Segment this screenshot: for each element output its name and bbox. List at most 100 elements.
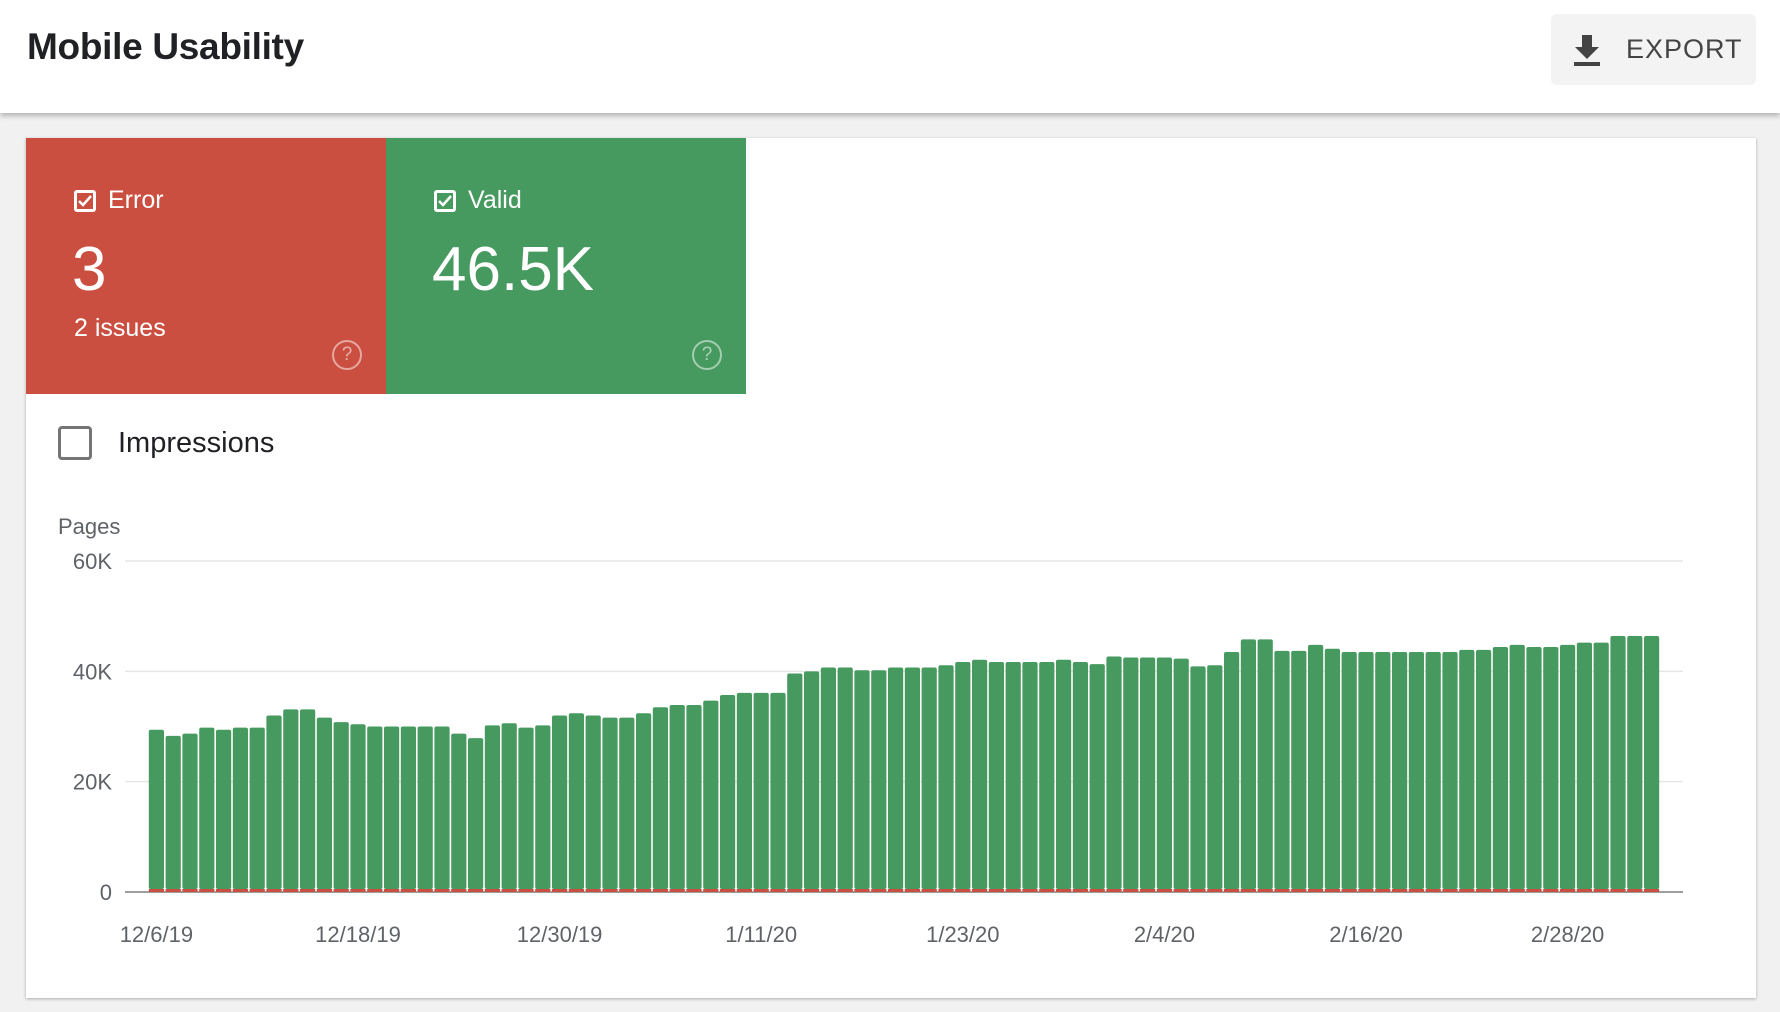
bar-error[interactable]: [1291, 889, 1307, 892]
bar-error[interactable]: [585, 889, 601, 892]
bar-error[interactable]: [518, 889, 534, 892]
bar-error[interactable]: [1039, 889, 1055, 892]
bar-valid[interactable]: [468, 738, 484, 889]
bar-error[interactable]: [384, 889, 400, 892]
bar-valid[interactable]: [938, 665, 954, 889]
bar-valid[interactable]: [232, 727, 248, 889]
bar-error[interactable]: [1341, 889, 1357, 892]
bar-error[interactable]: [1576, 889, 1592, 892]
bar-valid[interactable]: [501, 723, 517, 889]
bar-valid[interactable]: [669, 704, 685, 889]
bar-valid[interactable]: [1459, 649, 1475, 889]
valid-tile[interactable]: Valid 46.5K ?: [386, 138, 746, 394]
bar-error[interactable]: [770, 889, 786, 892]
bar-valid[interactable]: [367, 726, 383, 890]
bar-error[interactable]: [1543, 889, 1559, 892]
bar-error[interactable]: [216, 889, 232, 892]
bar-valid[interactable]: [820, 667, 836, 889]
bar-error[interactable]: [1056, 889, 1072, 892]
bar-valid[interactable]: [1543, 647, 1559, 889]
bar-valid[interactable]: [619, 717, 635, 889]
bar-error[interactable]: [232, 889, 248, 892]
error-checkbox[interactable]: [74, 189, 96, 212]
bar-error[interactable]: [602, 889, 618, 892]
bar-error[interactable]: [434, 889, 450, 892]
bar-valid[interactable]: [1106, 656, 1122, 889]
bar-error[interactable]: [686, 889, 702, 892]
bar-error[interactable]: [417, 889, 433, 892]
help-circle-icon[interactable]: ?: [332, 340, 362, 370]
bar-error[interactable]: [804, 889, 820, 892]
bar-error[interactable]: [820, 889, 836, 892]
bar-error[interactable]: [182, 889, 198, 892]
bar-error[interactable]: [938, 889, 954, 892]
impressions-toggle[interactable]: Impressions: [58, 426, 274, 460]
bar-error[interactable]: [1459, 889, 1475, 892]
bar-error[interactable]: [1358, 889, 1374, 892]
bar-error[interactable]: [400, 889, 416, 892]
bar-error[interactable]: [636, 889, 652, 892]
bar-error[interactable]: [535, 889, 551, 892]
bar-valid[interactable]: [266, 715, 282, 889]
bar-valid[interactable]: [350, 724, 366, 889]
bar-valid[interactable]: [283, 709, 299, 889]
bar-valid[interactable]: [921, 667, 937, 889]
bar-valid[interactable]: [753, 692, 769, 889]
bar-error[interactable]: [451, 889, 467, 892]
bar-valid[interactable]: [1056, 659, 1072, 889]
bar-valid[interactable]: [888, 667, 904, 889]
valid-checkbox[interactable]: [434, 189, 456, 212]
bar-valid[interactable]: [316, 717, 332, 889]
bar-error[interactable]: [1324, 889, 1340, 892]
bar-error[interactable]: [1408, 889, 1424, 892]
bar-error[interactable]: [283, 889, 299, 892]
bar-error[interactable]: [837, 889, 853, 892]
bar-error[interactable]: [904, 889, 920, 892]
bar-valid[interactable]: [1560, 644, 1576, 889]
bar-error[interactable]: [1173, 889, 1189, 892]
bar-valid[interactable]: [518, 727, 534, 889]
help-circle-icon[interactable]: ?: [692, 340, 722, 370]
bar-valid[interactable]: [568, 713, 584, 889]
bar-error[interactable]: [753, 889, 769, 892]
bar-valid[interactable]: [1240, 639, 1256, 889]
bar-error[interactable]: [1257, 889, 1273, 892]
bar-error[interactable]: [1392, 889, 1408, 892]
bar-valid[interactable]: [972, 659, 988, 889]
bar-error[interactable]: [1375, 889, 1391, 892]
bar-valid[interactable]: [736, 692, 752, 889]
bar-valid[interactable]: [955, 661, 971, 889]
bar-error[interactable]: [1610, 889, 1626, 892]
bar-valid[interactable]: [837, 667, 853, 889]
bar-valid[interactable]: [1039, 661, 1055, 889]
bar-error[interactable]: [1240, 889, 1256, 892]
bar-error[interactable]: [736, 889, 752, 892]
bar-error[interactable]: [1509, 889, 1525, 892]
bar-error[interactable]: [1022, 889, 1038, 892]
bar-error[interactable]: [300, 889, 316, 892]
bar-valid[interactable]: [1274, 650, 1290, 889]
bar-valid[interactable]: [1627, 636, 1643, 889]
bar-valid[interactable]: [333, 722, 349, 889]
bar-error[interactable]: [669, 889, 685, 892]
bar-valid[interactable]: [400, 726, 416, 890]
bar-valid[interactable]: [1173, 658, 1189, 889]
bar-error[interactable]: [1425, 889, 1441, 892]
bar-valid[interactable]: [165, 735, 181, 889]
bar-valid[interactable]: [1308, 644, 1324, 889]
bar-error[interactable]: [367, 889, 383, 892]
bar-valid[interactable]: [1324, 648, 1340, 889]
bar-error[interactable]: [199, 889, 215, 892]
bar-valid[interactable]: [182, 733, 198, 889]
bar-valid[interactable]: [552, 715, 568, 889]
bar-valid[interactable]: [1392, 652, 1408, 889]
bar-valid[interactable]: [1072, 661, 1088, 889]
bar-error[interactable]: [703, 889, 719, 892]
bar-valid[interactable]: [417, 726, 433, 890]
bar-error[interactable]: [1308, 889, 1324, 892]
bar-error[interactable]: [720, 889, 736, 892]
bar-error[interactable]: [652, 889, 668, 892]
bar-error[interactable]: [350, 889, 366, 892]
bar-valid[interactable]: [1224, 652, 1240, 889]
bar-valid[interactable]: [384, 726, 400, 890]
